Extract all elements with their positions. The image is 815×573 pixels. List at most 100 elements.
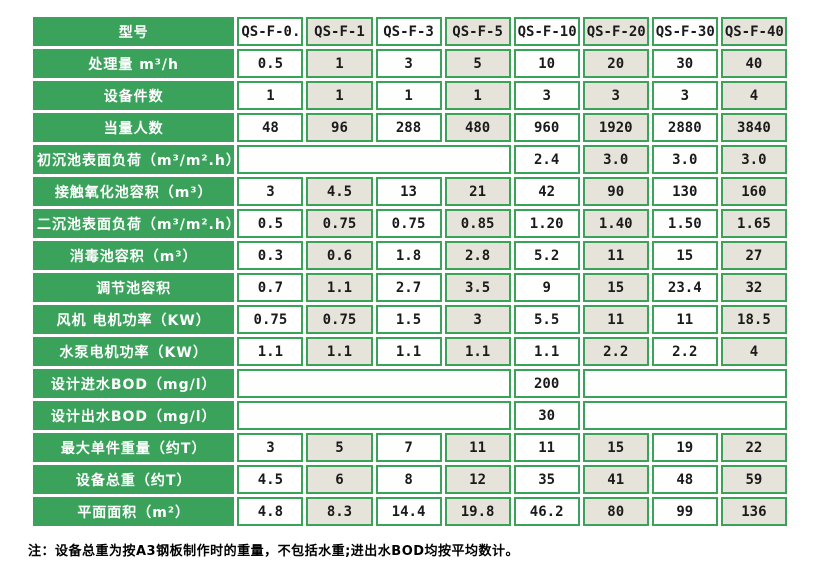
value-cell: 59 [720, 465, 787, 494]
row-label-cell: 设备总重（约T） [33, 465, 235, 494]
value-cell: 15 [582, 433, 649, 462]
value-cell: 46.2 [513, 497, 580, 526]
value-cell: 0.6 [306, 241, 373, 270]
value-cell: 0.3 [237, 241, 304, 270]
page: 型号 QS-F-0.5 QS-F-1 QS-F-3 QS-F-5 QS-F-10 QS-F-… [28, 14, 790, 559]
table-row: 消毒池容积（m³） 0.3 0.6 1.8 2.8 5.2 11 15 27 [33, 241, 787, 270]
value-cell: 8 [375, 465, 442, 494]
value-cell: 40 [720, 49, 787, 78]
value-cell: 1 [375, 81, 442, 110]
row-label-cell: 二沉池表面负荷（m³/m².h） [33, 209, 235, 238]
value-cell: 130 [651, 177, 718, 206]
value-cell: 960 [513, 113, 580, 142]
value-cell: 3 [375, 49, 442, 78]
value-cell: 3840 [720, 113, 787, 142]
value-cell: 48 [651, 465, 718, 494]
value-cell: 4.8 [237, 497, 304, 526]
value-cell: 11 [651, 305, 718, 334]
table-row: 当量人数 48 96 288 480 960 1920 2880 3840 [33, 113, 787, 142]
value-cell: 160 [720, 177, 787, 206]
value-cell: 5 [306, 433, 373, 462]
empty-merged-cell [582, 369, 787, 398]
table-row: 水泵电机功率（KW） 1.1 1.1 1.1 1.1 1.1 2.2 2.2 4 [33, 337, 787, 366]
value-cell: 27 [720, 241, 787, 270]
value-cell: 2.2 [582, 337, 649, 366]
value-cell: 0.75 [306, 305, 373, 334]
value-cell: 19.8 [444, 497, 511, 526]
value-cell: 48 [237, 113, 304, 142]
value-cell: 15 [651, 241, 718, 270]
model-header-cell: QS-F-30 [651, 17, 718, 46]
value-cell: 0.75 [375, 209, 442, 238]
value-cell: 21 [444, 177, 511, 206]
row-label-cell: 平面面积（m²） [33, 497, 235, 526]
value-cell: 3.0 [651, 145, 718, 174]
value-cell: 19 [651, 433, 718, 462]
value-cell: 32 [720, 273, 787, 302]
value-cell: 3.0 [720, 145, 787, 174]
value-cell: 1.8 [375, 241, 442, 270]
value-cell: 4.5 [237, 465, 304, 494]
value-cell: 41 [582, 465, 649, 494]
value-cell: 5.5 [513, 305, 580, 334]
value-cell: 2.7 [375, 273, 442, 302]
model-header-cell: QS-F-1 [306, 17, 373, 46]
model-header-cell: QS-F-3 [375, 17, 442, 46]
value-cell: 200 [513, 369, 580, 398]
value-cell: 0.7 [237, 273, 304, 302]
empty-merged-cell [582, 401, 787, 430]
row-label-cell: 调节池容积 [33, 273, 235, 302]
value-cell: 99 [651, 497, 718, 526]
row-label-cell: 接触氧化池容积（m³） [33, 177, 235, 206]
value-cell: 18.5 [720, 305, 787, 334]
table-row: 二沉池表面负荷（m³/m².h） 0.5 0.75 0.75 0.85 1.20 1.40 1… [33, 209, 787, 238]
value-cell: 1 [237, 81, 304, 110]
table-row: 接触氧化池容积（m³） 3 4.5 13 21 42 90 130 160 [33, 177, 787, 206]
spec-table: 型号 QS-F-0.5 QS-F-1 QS-F-3 QS-F-5 QS-F-10 QS-F-… [30, 14, 790, 529]
header-label-cell: 型号 [33, 17, 235, 46]
value-cell: 22 [720, 433, 787, 462]
row-label-cell: 消毒池容积（m³） [33, 241, 235, 270]
table-row: 设计出水BOD（mg/l） 30 [33, 401, 787, 430]
value-cell: 0.85 [444, 209, 511, 238]
table-row: 风机 电机功率（KW） 0.75 0.75 1.5 3 5.5 11 11 18.5 [33, 305, 787, 334]
value-cell: 14.4 [375, 497, 442, 526]
value-cell: 35 [513, 465, 580, 494]
value-cell: 0.75 [306, 209, 373, 238]
value-cell: 15 [582, 273, 649, 302]
value-cell: 5.2 [513, 241, 580, 270]
value-cell: 1.1 [237, 337, 304, 366]
empty-merged-cell [237, 145, 511, 174]
table-row: 设计进水BOD（mg/l） 200 [33, 369, 787, 398]
value-cell: 2.2 [651, 337, 718, 366]
value-cell: 4.5 [306, 177, 373, 206]
empty-merged-cell [237, 369, 511, 398]
row-label-cell: 处理量 m³/h [33, 49, 235, 78]
value-cell: 1.40 [582, 209, 649, 238]
value-cell: 12 [444, 465, 511, 494]
row-label-cell: 风机 电机功率（KW） [33, 305, 235, 334]
row-label-cell: 设备件数 [33, 81, 235, 110]
row-label-cell: 设计出水BOD（mg/l） [33, 401, 235, 430]
row-label-cell: 水泵电机功率（KW） [33, 337, 235, 366]
table-note: 注：设备总重为按A3钢板制作时的重量，不包括水重;进出水BOD均按平均数计。 [28, 544, 520, 559]
row-label-cell: 当量人数 [33, 113, 235, 142]
value-cell: 1.1 [513, 337, 580, 366]
value-cell: 30 [513, 401, 580, 430]
value-cell: 6 [306, 465, 373, 494]
table-row: 最大单件重量（约T） 3 5 7 11 11 15 19 22 [33, 433, 787, 462]
value-cell: 2.8 [444, 241, 511, 270]
value-cell: 4 [720, 337, 787, 366]
table-row: 设备总重（约T） 4.5 6 8 12 35 41 48 59 [33, 465, 787, 494]
value-cell: 2880 [651, 113, 718, 142]
value-cell: 3.0 [582, 145, 649, 174]
row-label-cell: 初沉池表面负荷（m³/m².h） [33, 145, 235, 174]
value-cell: 11 [582, 305, 649, 334]
value-cell: 20 [582, 49, 649, 78]
value-cell: 30 [651, 49, 718, 78]
value-cell: 0.5 [237, 209, 304, 238]
value-cell: 1920 [582, 113, 649, 142]
value-cell: 8.3 [306, 497, 373, 526]
value-cell: 1.50 [651, 209, 718, 238]
value-cell: 11 [444, 433, 511, 462]
